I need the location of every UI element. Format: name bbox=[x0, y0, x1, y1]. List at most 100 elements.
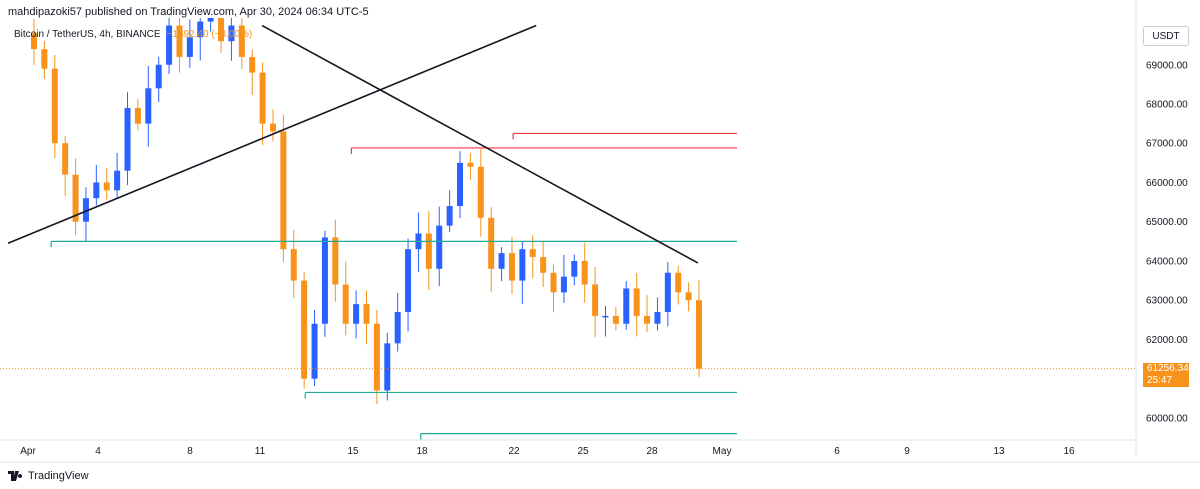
candle-body bbox=[696, 300, 702, 369]
y-tick-label: 63000.00 bbox=[1146, 296, 1188, 307]
y-tick-label: 62000.00 bbox=[1146, 335, 1188, 346]
candle-body bbox=[134, 107, 141, 124]
candle-body bbox=[82, 198, 89, 222]
candle-body bbox=[342, 284, 349, 324]
y-tick-label: 60000.00 bbox=[1146, 413, 1188, 424]
candle-body bbox=[41, 49, 48, 69]
candle-body bbox=[332, 237, 339, 285]
candle-body bbox=[373, 323, 380, 391]
candle-body bbox=[321, 237, 328, 324]
candle-body bbox=[581, 260, 588, 285]
candle-body bbox=[197, 21, 204, 38]
candle-body bbox=[654, 311, 661, 324]
x-tick-label: 16 bbox=[1063, 446, 1075, 457]
candle-body bbox=[145, 88, 152, 124]
candle-body bbox=[560, 276, 567, 293]
x-tick-label: 15 bbox=[347, 446, 359, 457]
candle-body bbox=[446, 206, 453, 226]
candle-body bbox=[218, 18, 225, 42]
candle-body bbox=[280, 131, 287, 250]
drawings-layer bbox=[0, 24, 1136, 440]
candle-body bbox=[114, 170, 121, 191]
candle-body bbox=[363, 304, 370, 324]
candle-body bbox=[519, 249, 526, 281]
candle-body bbox=[124, 107, 131, 171]
x-tick-label: May bbox=[713, 446, 732, 457]
x-axis: Apr 4 8 11 15 18 22 25 28 May 6 9 13 16 bbox=[20, 446, 1075, 457]
candle-body bbox=[31, 33, 37, 50]
candle-body bbox=[508, 253, 515, 281]
candle-body bbox=[301, 280, 308, 379]
x-tick-label: 8 bbox=[187, 446, 193, 457]
x-tick-label: 25 bbox=[577, 446, 589, 457]
candle-body bbox=[675, 272, 682, 293]
candle-body bbox=[498, 253, 505, 269]
candle-body bbox=[550, 272, 557, 293]
y-tick-label: 68000.00 bbox=[1146, 100, 1188, 111]
symbol-info: Bitcoin / TetherUS, 4h, BINANCE −1892.40 … bbox=[14, 29, 252, 40]
candle-body bbox=[353, 304, 360, 324]
x-tick-label: 13 bbox=[993, 446, 1005, 457]
symbol-name: Bitcoin / TetherUS, 4h, BINANCE bbox=[14, 29, 161, 40]
candle-body bbox=[612, 315, 619, 324]
candle-body bbox=[405, 249, 412, 312]
x-tick-label: 6 bbox=[834, 446, 840, 457]
candle-body bbox=[51, 68, 58, 144]
footer[interactable]: TradingView bbox=[8, 470, 89, 482]
candle-body bbox=[259, 72, 266, 124]
x-tick-label: 11 bbox=[255, 446, 266, 457]
y-tick-label: 69000.00 bbox=[1146, 60, 1188, 71]
candle-body bbox=[664, 272, 671, 312]
y-tick-label: 67000.00 bbox=[1146, 139, 1188, 150]
candle-body bbox=[623, 288, 630, 324]
price-change: −1892.40 (−3.00%) bbox=[166, 29, 253, 40]
bar-countdown: 25:47 bbox=[1147, 375, 1173, 386]
descending-trendline bbox=[261, 24, 699, 264]
candle-body bbox=[394, 311, 401, 344]
grid-layer bbox=[0, 0, 1200, 463]
x-tick-label: 4 bbox=[95, 446, 101, 457]
candle-body bbox=[155, 64, 162, 89]
x-tick-label: 28 bbox=[646, 446, 658, 457]
candle-body bbox=[644, 315, 651, 324]
candle-body bbox=[633, 288, 640, 316]
x-tick-label: 18 bbox=[416, 446, 428, 457]
candle-body bbox=[467, 162, 474, 167]
last-price-value: 61256.34 bbox=[1147, 363, 1189, 374]
x-tick-label: Apr bbox=[20, 446, 36, 457]
candle-body bbox=[311, 323, 318, 379]
ascending-trendline bbox=[7, 24, 537, 245]
currency-button[interactable]: USDT bbox=[1143, 26, 1189, 46]
candle-body bbox=[529, 249, 536, 258]
candle-body bbox=[602, 315, 609, 318]
candle-body bbox=[103, 182, 110, 191]
candles-layer bbox=[31, 18, 702, 405]
y-tick-label: 66000.00 bbox=[1146, 178, 1188, 189]
candle-body bbox=[186, 37, 193, 57]
tradingview-logo-icon bbox=[8, 471, 23, 481]
candle-body bbox=[238, 25, 245, 57]
y-tick-label: 65000.00 bbox=[1146, 217, 1188, 228]
candle-body bbox=[592, 284, 599, 316]
candle-body bbox=[176, 25, 183, 57]
candle-body bbox=[249, 56, 256, 73]
candle-body bbox=[166, 25, 173, 65]
candle-body bbox=[228, 25, 235, 42]
candle-body bbox=[685, 292, 692, 301]
candle-body bbox=[290, 249, 297, 281]
candle-body bbox=[457, 162, 464, 207]
candle-body bbox=[93, 182, 100, 199]
candle-body bbox=[477, 166, 484, 218]
candle-body bbox=[571, 260, 578, 277]
x-tick-label: 22 bbox=[508, 446, 520, 457]
candle-body bbox=[72, 174, 79, 222]
candle-body bbox=[540, 257, 547, 273]
candle-body bbox=[425, 233, 432, 269]
candle-body bbox=[436, 225, 443, 269]
candle-body bbox=[207, 18, 214, 22]
candle-body bbox=[384, 343, 391, 391]
footer-brand: TradingView bbox=[28, 470, 89, 482]
publisher-line: mahdipazoki57 published on TradingView.c… bbox=[8, 6, 369, 18]
candle-body bbox=[488, 217, 495, 269]
